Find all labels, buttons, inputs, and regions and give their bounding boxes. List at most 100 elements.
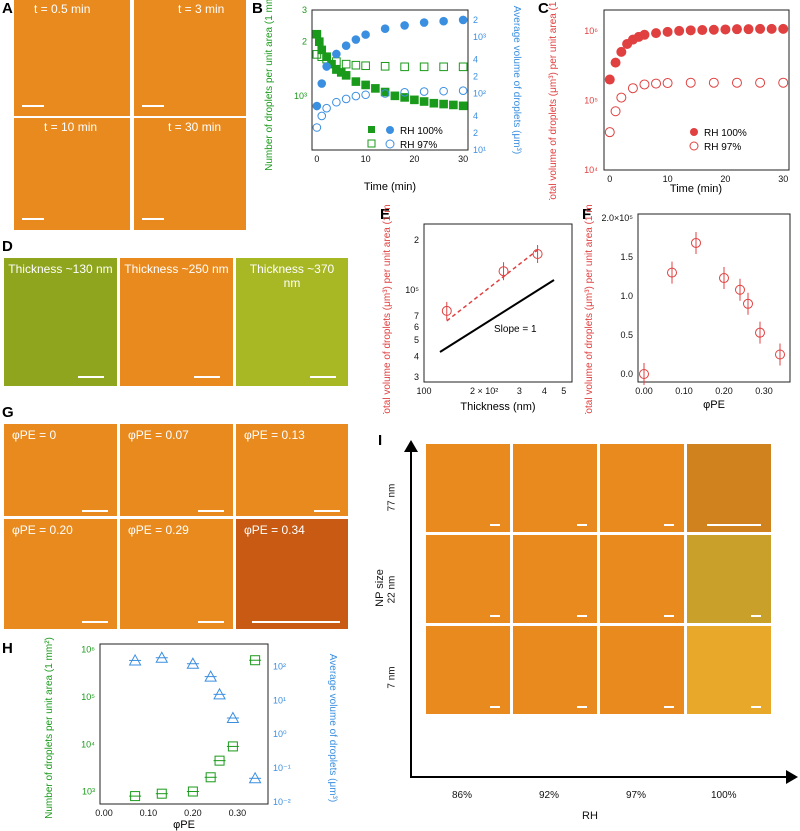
row-label: 77 nm [386,483,398,512]
data-point [719,273,729,284]
data-point [204,670,218,682]
tick-label: 30 [778,174,788,184]
micrograph-a4: t = 30 min [134,118,246,230]
data-point [743,24,754,35]
data-point [667,267,677,278]
data-point [441,305,452,316]
xlabel-rh: RH [582,810,598,822]
time-label: t = 0.5 min [34,2,91,16]
scale-bar [142,218,164,220]
tick-label: 20 [409,154,419,164]
micrograph-a2: t = 3 min [134,0,246,116]
micrograph-i-7-92 [513,626,597,714]
legend-item: RH 100% [400,126,443,137]
scale-bar [142,105,164,107]
data-point [312,123,322,132]
col-label: 97% [626,790,647,801]
tick-label: 10³ [82,787,95,797]
tick-label: 10⁻¹ [273,763,291,773]
data-point [778,77,789,88]
legend-item: RH 100% [704,128,747,139]
x-axis-label: Time (min) [670,183,722,195]
data-point [616,92,627,103]
tick-label: 2.0×10⁵ [601,213,633,223]
data-point [156,788,167,799]
scale-bar [664,706,674,708]
data-point [186,657,200,669]
scale-bar [314,510,340,512]
x-axis-label: Thickness (nm) [460,401,535,413]
chart-b: 0 10 20 30 10³ 2 3 10¹ 2 4 10² 2 4 10³ 2 Time (min) Nu… [264,0,522,193]
scale-bar [252,621,340,623]
data-point [361,61,370,71]
scale-bar [577,706,587,708]
panel-label-d: D [2,238,13,255]
data-point [532,248,543,259]
data-point [187,786,198,797]
tick-label: 1.0 [620,291,633,301]
micrograph-d1: Thickness ~130 nm [4,258,117,386]
scale-bar [664,615,674,617]
data-point [708,24,719,35]
tick-label: 0.00 [635,386,653,396]
tick-label: 10¹ [473,145,486,155]
y-axis-label: Total volume of droplets (μm³) per unit … [584,204,595,414]
micrograph-i-77-100 [687,444,771,532]
tick-label: 10² [273,661,286,671]
micrograph-g4: φPE = 0.20 [4,519,117,629]
tick-label: 0.20 [184,808,202,818]
phi-label: φPE = 0.13 [244,428,305,442]
data-point [341,59,351,69]
phi-label: φPE = 0 [12,428,57,442]
thickness-label: Thickness ~250 nm [124,262,229,276]
x-axis-arrow [410,776,788,778]
tick-label: 10⁵ [584,95,598,105]
data-point [685,77,696,88]
scale-bar [707,524,761,526]
tick-label: 6 [414,322,419,332]
tick-label: 100 [416,386,431,396]
data-point [604,127,615,138]
panel-label-i: I [378,432,383,449]
scale-bar [577,524,587,526]
tick-label: 3 [414,372,419,382]
data-point [312,29,322,39]
tick-label: 10⁵ [81,692,95,702]
data-point [226,711,240,724]
data-point [651,28,662,39]
phi-label: φPE = 0.34 [244,523,305,537]
data-point [205,772,216,783]
data-point [351,77,361,86]
scale-bar [22,105,44,107]
data-point [691,237,701,248]
legend: RH 100% RH 97% [689,128,747,153]
tick-label: 0.10 [675,386,693,396]
tick-label: 10⁻² [273,797,291,807]
tick-label: 2 [473,71,478,81]
data-point [250,655,261,666]
data-point [361,30,370,39]
data-point [439,86,448,96]
panel-label-c: C [538,0,549,17]
micrograph-i-7-97 [600,626,684,714]
tick-label: 5 [561,386,566,396]
data-point [213,687,226,700]
row-label: 22 nm [386,575,398,604]
col-label: 100% [711,790,737,801]
micrograph-g1: φPE = 0 [4,424,117,516]
data-point [351,60,361,70]
scale-bar [198,510,224,512]
micrograph-g5: φPE = 0.29 [120,519,233,629]
micrograph-i-77-92 [513,444,597,532]
tick-label: 2 × 10² [470,386,498,396]
thickness-label: Thickness ~370 nm [249,262,335,290]
micrograph-g2: φPE = 0.07 [120,424,233,516]
data-point [419,18,429,27]
data-point [731,24,742,35]
data-point [449,100,458,110]
data-point [371,84,380,93]
data-point [317,111,327,121]
x-axis-label: φPE [173,819,195,831]
scale-bar [82,621,108,623]
data-point [332,49,341,59]
